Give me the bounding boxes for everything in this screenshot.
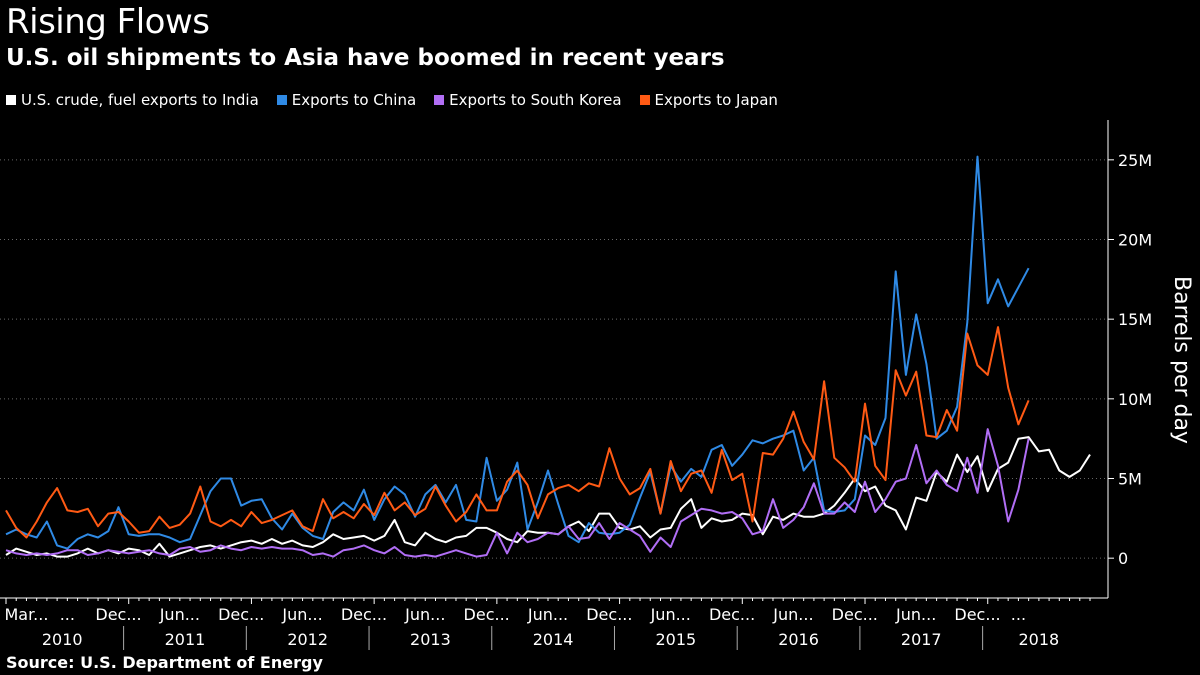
legend: U.S. crude, fuel exports to India Export… — [6, 91, 778, 109]
x-year-label: 2012 — [287, 630, 328, 649]
x-month-label: ... — [60, 605, 75, 624]
legend-swatch-japan — [639, 95, 650, 105]
x-month-label: Dec... — [954, 605, 1000, 624]
y-axis-title: Barrels per day — [1169, 276, 1194, 444]
x-year-label: 2011 — [165, 630, 206, 649]
y-tick-label: 25M — [1118, 151, 1152, 170]
x-month-label: Mar... — [4, 605, 48, 624]
x-year-label: 2017 — [901, 630, 942, 649]
x-month-label: ... — [1011, 605, 1026, 624]
x-year-label: 2010 — [42, 630, 83, 649]
x-year-label: 2013 — [410, 630, 451, 649]
x-month-label: Jun... — [895, 605, 936, 624]
legend-item-india: U.S. crude, fuel exports to India — [6, 91, 259, 109]
y-tick-label: 15M — [1118, 310, 1152, 329]
x-year-label: 2018 — [1019, 630, 1060, 649]
x-year-label: 2015 — [655, 630, 696, 649]
legend-label-japan: Exports to Japan — [654, 91, 778, 109]
legend-item-japan: Exports to Japan — [639, 91, 778, 109]
y-tick-label: 20M — [1118, 231, 1152, 250]
y-tick-label: 10M — [1118, 390, 1152, 409]
x-month-label: Dec... — [341, 605, 387, 624]
series-line-japan — [5, 326, 1030, 539]
x-month-label: Dec... — [95, 605, 141, 624]
x-year-label: 2016 — [778, 630, 819, 649]
x-month-label: Dec... — [586, 605, 632, 624]
x-month-label: Jun... — [650, 605, 691, 624]
legend-swatch-korea — [434, 95, 445, 105]
y-tick-label: 0 — [1118, 549, 1128, 568]
legend-label-korea: Exports to South Korea — [449, 91, 622, 109]
source-note: Source: U.S. Department of Energy — [6, 653, 323, 672]
series-line-korea — [5, 428, 1030, 558]
x-month-label: Jun... — [404, 605, 445, 624]
legend-item-korea: Exports to South Korea — [434, 91, 622, 109]
legend-label-china: Exports to China — [291, 91, 417, 109]
x-month-label: Jun... — [281, 605, 322, 624]
x-month-label: Dec... — [218, 605, 264, 624]
legend-label-india: U.S. crude, fuel exports to India — [21, 91, 259, 109]
y-tick-label: 5M — [1118, 470, 1142, 489]
x-month-label: Dec... — [464, 605, 510, 624]
x-month-label: Jun... — [159, 605, 200, 624]
chart-subtitle: U.S. oil shipments to Asia have boomed i… — [6, 45, 725, 71]
x-month-label: Jun... — [527, 605, 568, 624]
x-month-label: Jun... — [772, 605, 813, 624]
legend-swatch-india — [6, 95, 16, 105]
x-month-label: Dec... — [709, 605, 755, 624]
x-year-label: 2014 — [533, 630, 574, 649]
legend-item-china: Exports to China — [276, 91, 417, 109]
chart-title: Rising Flows — [6, 2, 210, 42]
legend-swatch-china — [276, 95, 287, 105]
series-line-china — [5, 155, 1030, 550]
x-month-label: Dec... — [832, 605, 878, 624]
